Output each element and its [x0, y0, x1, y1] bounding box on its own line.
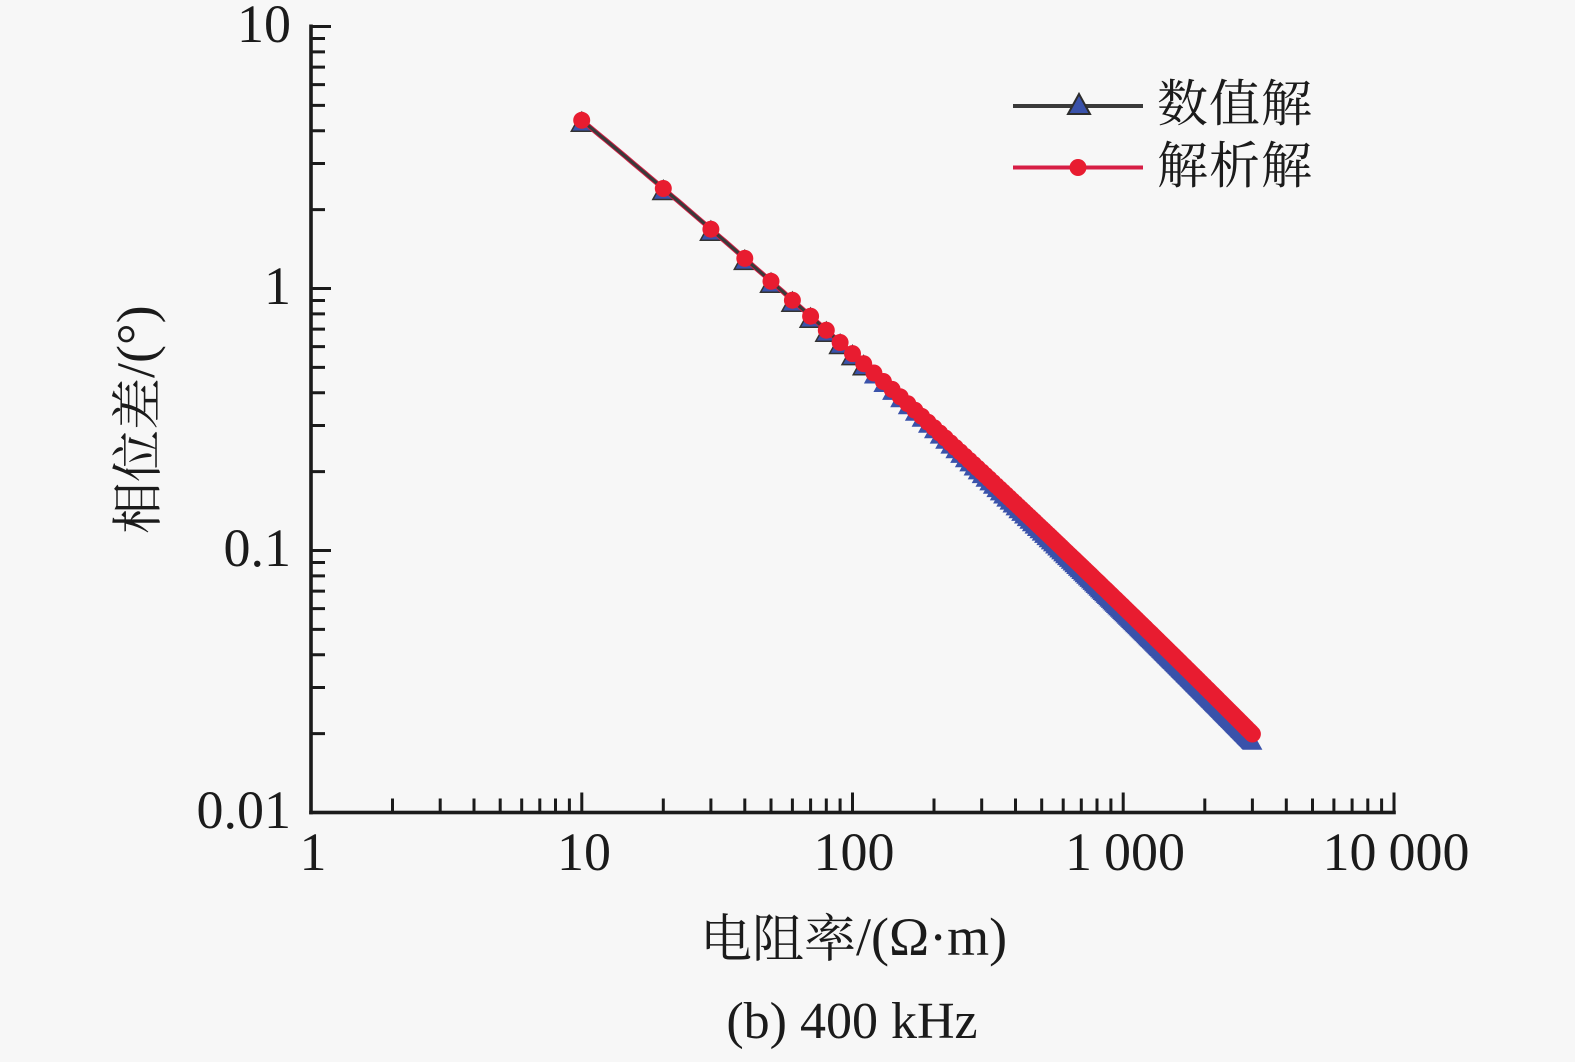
svg-text:1: 1 [300, 822, 327, 882]
svg-text:10: 10 [557, 822, 611, 882]
svg-text:1: 1 [264, 256, 291, 316]
svg-text:/(Ω·m): /(Ω·m) [856, 907, 1007, 967]
svg-text:10: 10 [237, 0, 291, 54]
svg-text:(b) 400 kHz: (b) 400 kHz [726, 993, 977, 1050]
svg-text:100: 100 [814, 822, 895, 882]
svg-text:0.01: 0.01 [197, 780, 292, 840]
svg-text:0.1: 0.1 [224, 518, 292, 578]
svg-text:/(°): /(°) [106, 305, 166, 378]
